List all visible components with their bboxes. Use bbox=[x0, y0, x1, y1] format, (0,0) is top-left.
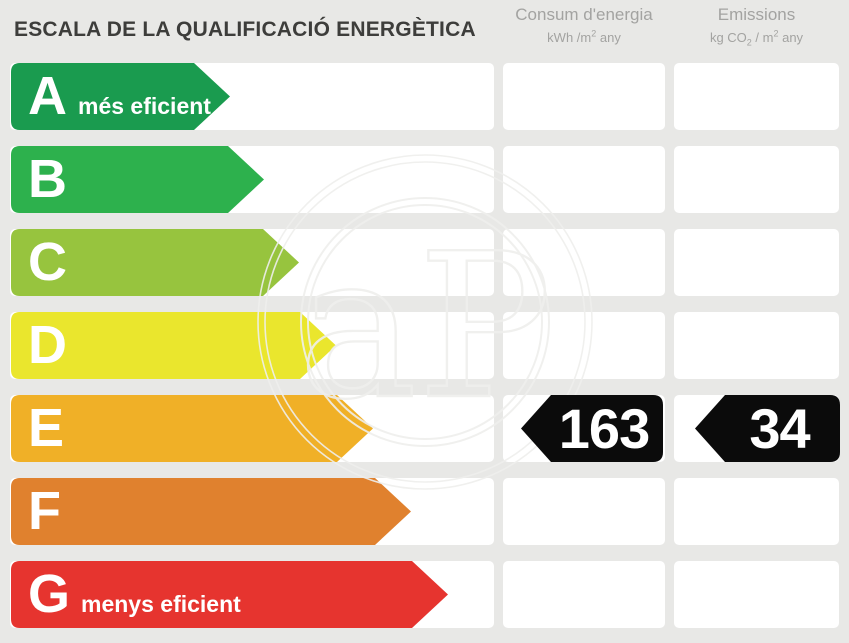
class-label-c: C bbox=[28, 229, 67, 296]
class-letter: D bbox=[28, 315, 67, 375]
emissions-cell bbox=[674, 561, 839, 628]
class-letter: E bbox=[28, 398, 65, 458]
consumption-cell bbox=[503, 229, 665, 296]
class-letter: G bbox=[28, 564, 71, 624]
consumption-cell bbox=[503, 312, 665, 379]
class-note: més eficient bbox=[78, 93, 211, 119]
emissions-column-header: Emissions kg CO2 / m2 any bbox=[674, 5, 839, 48]
class-letter: B bbox=[28, 149, 67, 209]
class-arrow-c bbox=[11, 229, 299, 296]
emissions-cell bbox=[674, 146, 839, 213]
consumption-header-unit: kWh /m2 any bbox=[547, 28, 621, 45]
emissions-cell bbox=[674, 478, 839, 545]
class-arrow-e bbox=[11, 395, 373, 462]
class-arrow-f bbox=[11, 478, 411, 545]
class-arrow-a bbox=[11, 63, 230, 130]
emissions-header-title: Emissions bbox=[717, 5, 796, 24]
scale-row-d: D bbox=[0, 312, 849, 379]
emissions-header-unit: kg CO2 / m2 any bbox=[709, 28, 804, 48]
class-label-e: E bbox=[28, 395, 64, 462]
scale-row-b: B bbox=[0, 146, 849, 213]
scale-row-c: C bbox=[0, 229, 849, 296]
consumption-cell bbox=[503, 146, 665, 213]
consumption-cell bbox=[503, 561, 665, 628]
class-label-d: D bbox=[28, 312, 67, 379]
consumption-cell bbox=[503, 478, 665, 545]
class-label-b: B bbox=[28, 146, 67, 213]
emissions-cell bbox=[674, 312, 839, 379]
consumption-value-marker: 163 bbox=[558, 397, 650, 460]
emissions-value-marker: 34 bbox=[749, 397, 810, 460]
consumption-cell bbox=[503, 63, 665, 130]
consumption-header-title: Consum d'energia bbox=[515, 5, 653, 24]
scale-row-f: F bbox=[0, 478, 849, 545]
page-title: ESCALA DE LA QUALIFICACIÓ ENERGÈTICA bbox=[14, 18, 476, 41]
class-arrow-b bbox=[11, 146, 264, 213]
emissions-cell bbox=[674, 63, 839, 130]
class-letter: C bbox=[28, 232, 67, 292]
class-label-f: F bbox=[28, 478, 61, 545]
scale-row-e: E 163 34 bbox=[0, 395, 849, 462]
class-note: menys eficient bbox=[81, 591, 241, 617]
class-arrow-g bbox=[11, 561, 448, 628]
class-arrow-d bbox=[11, 312, 336, 379]
consumption-column-header: Consum d'energia kWh /m2 any bbox=[503, 5, 665, 46]
class-letter: F bbox=[28, 481, 61, 541]
class-letter: A bbox=[28, 66, 67, 126]
emissions-value-marker-arrow bbox=[695, 395, 840, 462]
emissions-cell bbox=[674, 229, 839, 296]
